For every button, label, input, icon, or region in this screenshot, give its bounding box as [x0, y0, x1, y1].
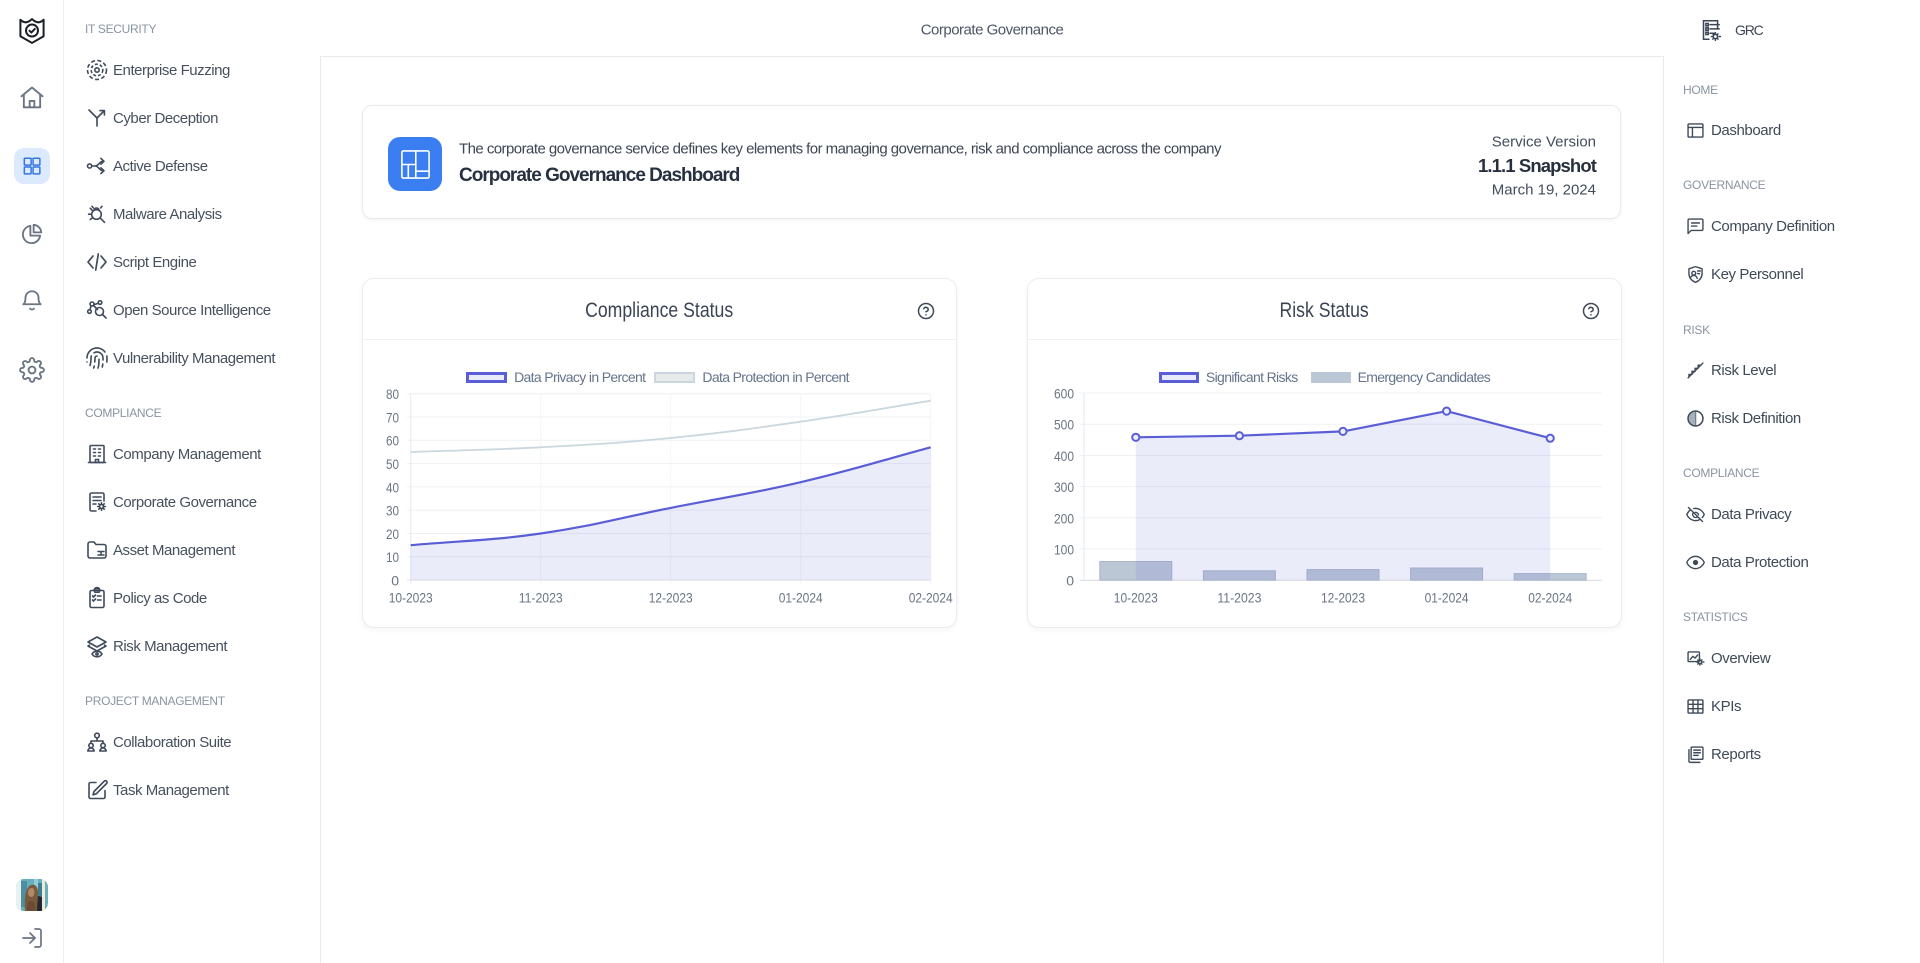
svg-text:50: 50: [386, 456, 399, 472]
svg-text:100: 100: [1054, 542, 1074, 558]
svg-text:80: 80: [386, 386, 399, 402]
svg-text:11-2023: 11-2023: [1217, 590, 1261, 606]
svg-text:12-2023: 12-2023: [649, 590, 693, 606]
svg-text:60: 60: [386, 433, 399, 449]
svg-text:400: 400: [1054, 448, 1074, 464]
svg-text:70: 70: [386, 409, 399, 425]
svg-text:10-2023: 10-2023: [389, 590, 433, 606]
svg-text:0: 0: [391, 573, 399, 589]
svg-text:10: 10: [386, 549, 399, 565]
svg-text:01-2024: 01-2024: [1425, 590, 1469, 606]
svg-text:200: 200: [1054, 510, 1074, 526]
svg-text:11-2023: 11-2023: [519, 590, 563, 606]
svg-text:0: 0: [1066, 573, 1074, 589]
svg-text:30: 30: [386, 503, 399, 519]
svg-text:40: 40: [386, 479, 399, 495]
svg-text:20: 20: [386, 526, 399, 542]
svg-text:10-2023: 10-2023: [1114, 590, 1158, 606]
svg-text:01-2024: 01-2024: [779, 590, 823, 606]
svg-text:500: 500: [1054, 417, 1074, 433]
svg-text:600: 600: [1054, 386, 1074, 402]
svg-text:300: 300: [1054, 479, 1074, 495]
svg-text:12-2023: 12-2023: [1321, 590, 1365, 606]
svg-text:02-2024: 02-2024: [909, 590, 953, 606]
svg-text:02-2024: 02-2024: [1528, 590, 1572, 606]
